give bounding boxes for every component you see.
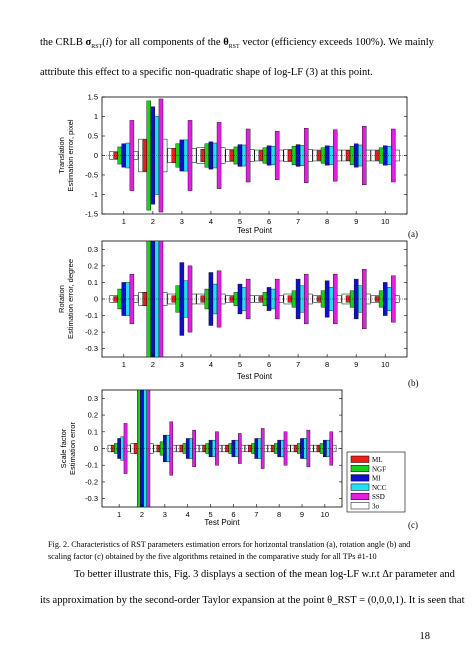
y-tick-label: 0 — [94, 444, 98, 453]
legend-label: 3σ — [372, 503, 380, 511]
x-tick-label: 5 — [238, 360, 242, 369]
x-tick-label: 5 — [238, 217, 242, 226]
x-tick-label: 7 — [296, 217, 300, 226]
y-tick-label: 0.3 — [88, 245, 98, 254]
x-tick-label: 7 — [296, 360, 300, 369]
x-tick-label: 10 — [321, 510, 329, 519]
y-tick-label: 1 — [94, 112, 98, 121]
x-axis-label: Test Point — [237, 372, 273, 381]
chart-panel-3: 0.3 0.2 0.1 0 -0.1 -0.2 -0.3 1 2 3 4 5 6 7 8 9 10 Test Po… — [59, 389, 343, 527]
ssd-bar — [129, 273, 135, 325]
x-tick-label: 1 — [122, 360, 126, 369]
legend-swatch — [350, 465, 370, 473]
y-tick-label: 1.5 — [88, 93, 98, 102]
legend-label: ML — [372, 456, 383, 464]
paragraph-bottom-line-2: its approximation by the second-order Ta… — [40, 595, 465, 606]
ssd-bar — [333, 129, 338, 182]
x-axis-label: Test Point — [237, 226, 273, 235]
x-tick-label: 4 — [186, 510, 190, 519]
ssd-bar — [391, 275, 396, 323]
paragraph-top-line-1: the CRLB σRST(i) for all components of the θ… — [40, 37, 434, 51]
ssd-bar — [333, 273, 338, 325]
ssd-bar — [274, 131, 280, 180]
panel-tag-b: (b) — [408, 378, 419, 388]
y-tick-label: 0 — [94, 151, 98, 160]
y-tick-label: -1.5 — [85, 210, 98, 219]
x-tick-label: 9 — [300, 510, 304, 519]
x-tick-label: 10 — [381, 360, 389, 369]
x-tick-label: 8 — [277, 510, 281, 519]
y-tick-label: 0.3 — [88, 394, 98, 403]
x-tick-label: 7 — [254, 510, 258, 519]
figure-caption-line-1: Fig. 2. Characteristics of RST parameter… — [48, 540, 411, 549]
x-tick-label: 9 — [354, 360, 358, 369]
x-tick-label: 3 — [180, 217, 184, 226]
x-tick-label: 9 — [354, 217, 358, 226]
x-tick-label: 1 — [122, 217, 126, 226]
y-tick-label: -0.5 — [85, 171, 98, 180]
y-tick-label: -0.1 — [85, 461, 98, 470]
paragraph-bottom-line-1: To better illustrate this, Fig. 3 displa… — [74, 569, 455, 580]
ssd-bar — [216, 122, 222, 189]
x-tick-label: 6 — [267, 217, 271, 226]
x-tick-label: 2 — [151, 217, 155, 226]
legend-swatch — [350, 455, 370, 463]
ssd-bar — [123, 423, 128, 474]
y-tick-label: -0.1 — [85, 311, 98, 320]
y-tick-label: -0.2 — [85, 328, 98, 337]
y-axis-label: Rotation — [57, 285, 66, 313]
y-tick-label: 0.5 — [88, 132, 98, 141]
legend-swatch — [350, 492, 370, 500]
chart-panel-2: 0.3 0.2 0.1 0 -0.1 -0.2 -0.3 1 2 3 4 5 6 7 8 9 10 Test Po… — [57, 240, 408, 381]
x-tick-label: 2 — [151, 360, 155, 369]
chart-panel-1: 1.5 1 0.5 0 -0.5 -1 -1.5 1 2 3 4 5 6 7 8 9 10 Test Point T… — [57, 93, 408, 235]
y-axis-label: Estimation error — [68, 422, 77, 475]
x-tick-label: 1 — [117, 510, 121, 519]
ssd-bar — [283, 431, 288, 466]
x-tick-label: 4 — [209, 360, 213, 369]
legend-swatch — [350, 483, 370, 491]
paragraph-top-line-2: attribute this effect to a specific non-… — [40, 67, 373, 78]
y-axis-label: Scale factor — [59, 428, 68, 468]
x-axis-label: Test Point — [204, 518, 240, 527]
x-tick-label: 8 — [325, 217, 329, 226]
y-tick-label: 0.1 — [88, 427, 98, 436]
panel-tag-c: (c) — [408, 520, 418, 530]
x-tick-label: 6 — [231, 510, 235, 519]
x-tick-label: 6 — [267, 360, 271, 369]
legend-swatch — [350, 474, 370, 482]
y-axis-label: Estimation error, pixel — [66, 119, 75, 191]
legend-label: NGF — [372, 465, 386, 473]
y-tick-label: 0 — [94, 295, 98, 304]
y-tick-label: -0.3 — [85, 494, 98, 503]
legend-swatch — [350, 502, 370, 510]
ssd-bar — [274, 278, 280, 320]
legend-label: NCC — [372, 484, 387, 492]
y-tick-label: 0.2 — [88, 411, 98, 420]
y-tick-label: 0.1 — [88, 278, 98, 287]
figure-caption-line-2: scaling factor (c) obtained by the five … — [48, 552, 377, 561]
x-tick-label: 10 — [381, 217, 389, 226]
panel-tag-a: (a) — [408, 229, 418, 239]
y-axis-label: Estimation error, degree — [66, 259, 75, 339]
x-tick-label: 3 — [180, 360, 184, 369]
ssd-bar — [216, 270, 222, 328]
y-tick-label: -1 — [91, 190, 98, 199]
x-tick-label: 4 — [209, 217, 213, 226]
x-tick-label: 8 — [325, 360, 329, 369]
y-axis-label: Translation — [57, 137, 66, 174]
y-tick-label: -0.3 — [85, 344, 98, 353]
x-tick-label: 5 — [208, 510, 212, 519]
x-tick-label: 2 — [140, 510, 144, 519]
ssd-bar — [129, 120, 135, 191]
y-tick-label: -0.2 — [85, 477, 98, 486]
y-tick-label: 0.2 — [88, 261, 98, 270]
ssd-bar — [391, 128, 396, 183]
x-tick-label: 3 — [163, 510, 167, 519]
page-number: 18 — [419, 631, 431, 642]
legend-label: MI — [372, 475, 381, 483]
legend-label: SSD — [372, 493, 385, 501]
